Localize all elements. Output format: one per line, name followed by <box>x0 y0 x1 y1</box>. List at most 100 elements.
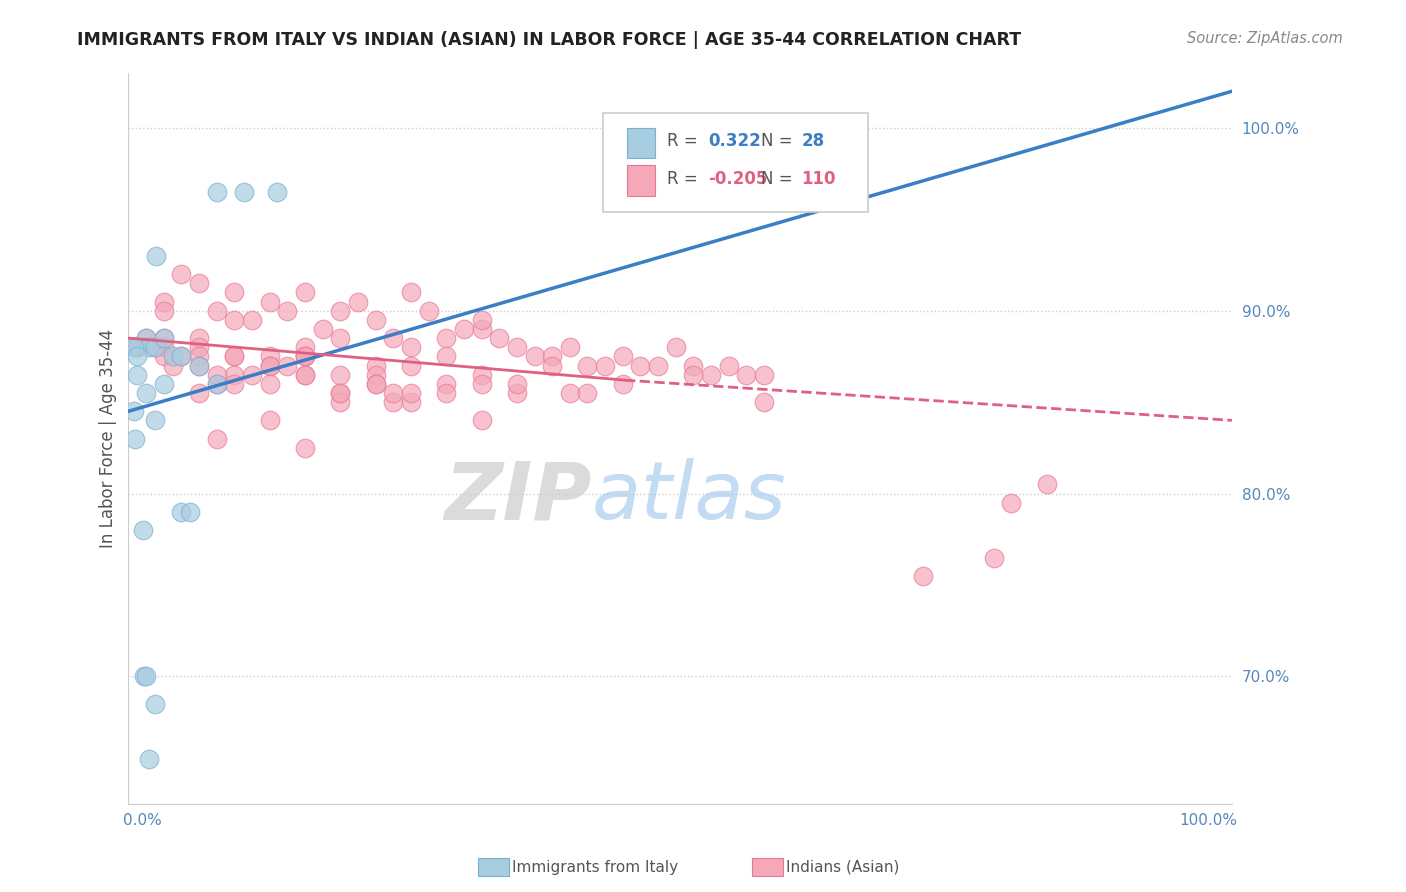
Point <box>541 359 564 373</box>
Point <box>983 550 1005 565</box>
Point <box>1035 477 1057 491</box>
Text: IMMIGRANTS FROM ITALY VS INDIAN (ASIAN) IN LABOR FORCE | AGE 35-44 CORRELATION C: IMMIGRANTS FROM ITALY VS INDIAN (ASIAN) … <box>77 31 1021 49</box>
Point <box>471 413 494 427</box>
Text: N =: N = <box>761 132 797 150</box>
Point <box>162 359 184 373</box>
Point <box>170 350 193 364</box>
Point <box>382 331 405 345</box>
Point <box>434 350 457 364</box>
Point <box>630 359 652 373</box>
Point <box>399 340 422 354</box>
Point <box>364 376 387 391</box>
Point <box>717 359 740 373</box>
Point <box>576 386 599 401</box>
Point <box>434 376 457 391</box>
Point <box>124 432 146 446</box>
Point <box>418 303 440 318</box>
Point <box>132 669 155 683</box>
Point <box>471 322 494 336</box>
Point <box>471 376 494 391</box>
Point <box>127 350 149 364</box>
Point <box>593 359 616 373</box>
Point <box>259 294 281 309</box>
FancyBboxPatch shape <box>603 113 868 212</box>
Point <box>399 359 422 373</box>
Point <box>224 285 246 300</box>
Point <box>205 368 228 382</box>
Point <box>434 331 457 345</box>
Point <box>471 313 494 327</box>
Text: Indians (Asian): Indians (Asian) <box>786 860 900 874</box>
Point <box>138 340 160 354</box>
Point <box>364 359 387 373</box>
Point <box>170 505 193 519</box>
Point <box>506 376 529 391</box>
Point <box>259 350 281 364</box>
Point <box>471 368 494 382</box>
Point <box>576 359 599 373</box>
Point <box>329 395 352 409</box>
Point <box>152 294 174 309</box>
Point <box>152 331 174 345</box>
Point <box>276 359 298 373</box>
Point <box>233 185 256 199</box>
Point <box>558 386 581 401</box>
Point <box>135 331 157 345</box>
Point <box>240 368 263 382</box>
Point <box>224 350 246 364</box>
Point <box>170 267 193 281</box>
Text: atlas: atlas <box>592 458 786 536</box>
Point <box>188 350 211 364</box>
Point <box>224 368 246 382</box>
Point <box>558 340 581 354</box>
Point <box>700 368 723 382</box>
Point <box>188 359 211 373</box>
Point <box>122 340 145 354</box>
Point <box>682 359 704 373</box>
Point <box>135 331 157 345</box>
Point <box>127 340 149 354</box>
Text: R =: R = <box>666 132 703 150</box>
Point <box>294 350 316 364</box>
Point <box>188 386 211 401</box>
Point <box>188 331 211 345</box>
Point <box>143 340 166 354</box>
Point <box>143 697 166 711</box>
Bar <box>627 128 655 159</box>
Point <box>135 669 157 683</box>
Point <box>162 350 184 364</box>
Point <box>145 249 167 263</box>
Point <box>276 303 298 318</box>
Point <box>612 350 634 364</box>
Point <box>612 376 634 391</box>
Point <box>453 322 475 336</box>
Point <box>259 359 281 373</box>
Point <box>138 751 160 765</box>
Text: 110: 110 <box>801 170 837 188</box>
Point <box>259 413 281 427</box>
Point <box>205 185 228 199</box>
Point <box>294 285 316 300</box>
Point <box>294 350 316 364</box>
Point <box>541 350 564 364</box>
Text: Source: ZipAtlas.com: Source: ZipAtlas.com <box>1187 31 1343 46</box>
Point <box>382 386 405 401</box>
Point <box>911 569 934 583</box>
Point <box>152 303 174 318</box>
Point <box>364 368 387 382</box>
Point <box>205 376 228 391</box>
Y-axis label: In Labor Force | Age 35-44: In Labor Force | Age 35-44 <box>100 329 117 549</box>
Point <box>188 359 211 373</box>
Text: -0.205: -0.205 <box>707 170 768 188</box>
Point <box>488 331 510 345</box>
Point <box>329 368 352 382</box>
Point <box>205 303 228 318</box>
Point <box>188 340 211 354</box>
Point <box>135 386 157 401</box>
Point <box>647 359 669 373</box>
Point <box>132 523 155 537</box>
Point <box>329 303 352 318</box>
Point <box>294 368 316 382</box>
Point <box>152 376 174 391</box>
Text: 100.0%: 100.0% <box>1180 814 1237 829</box>
